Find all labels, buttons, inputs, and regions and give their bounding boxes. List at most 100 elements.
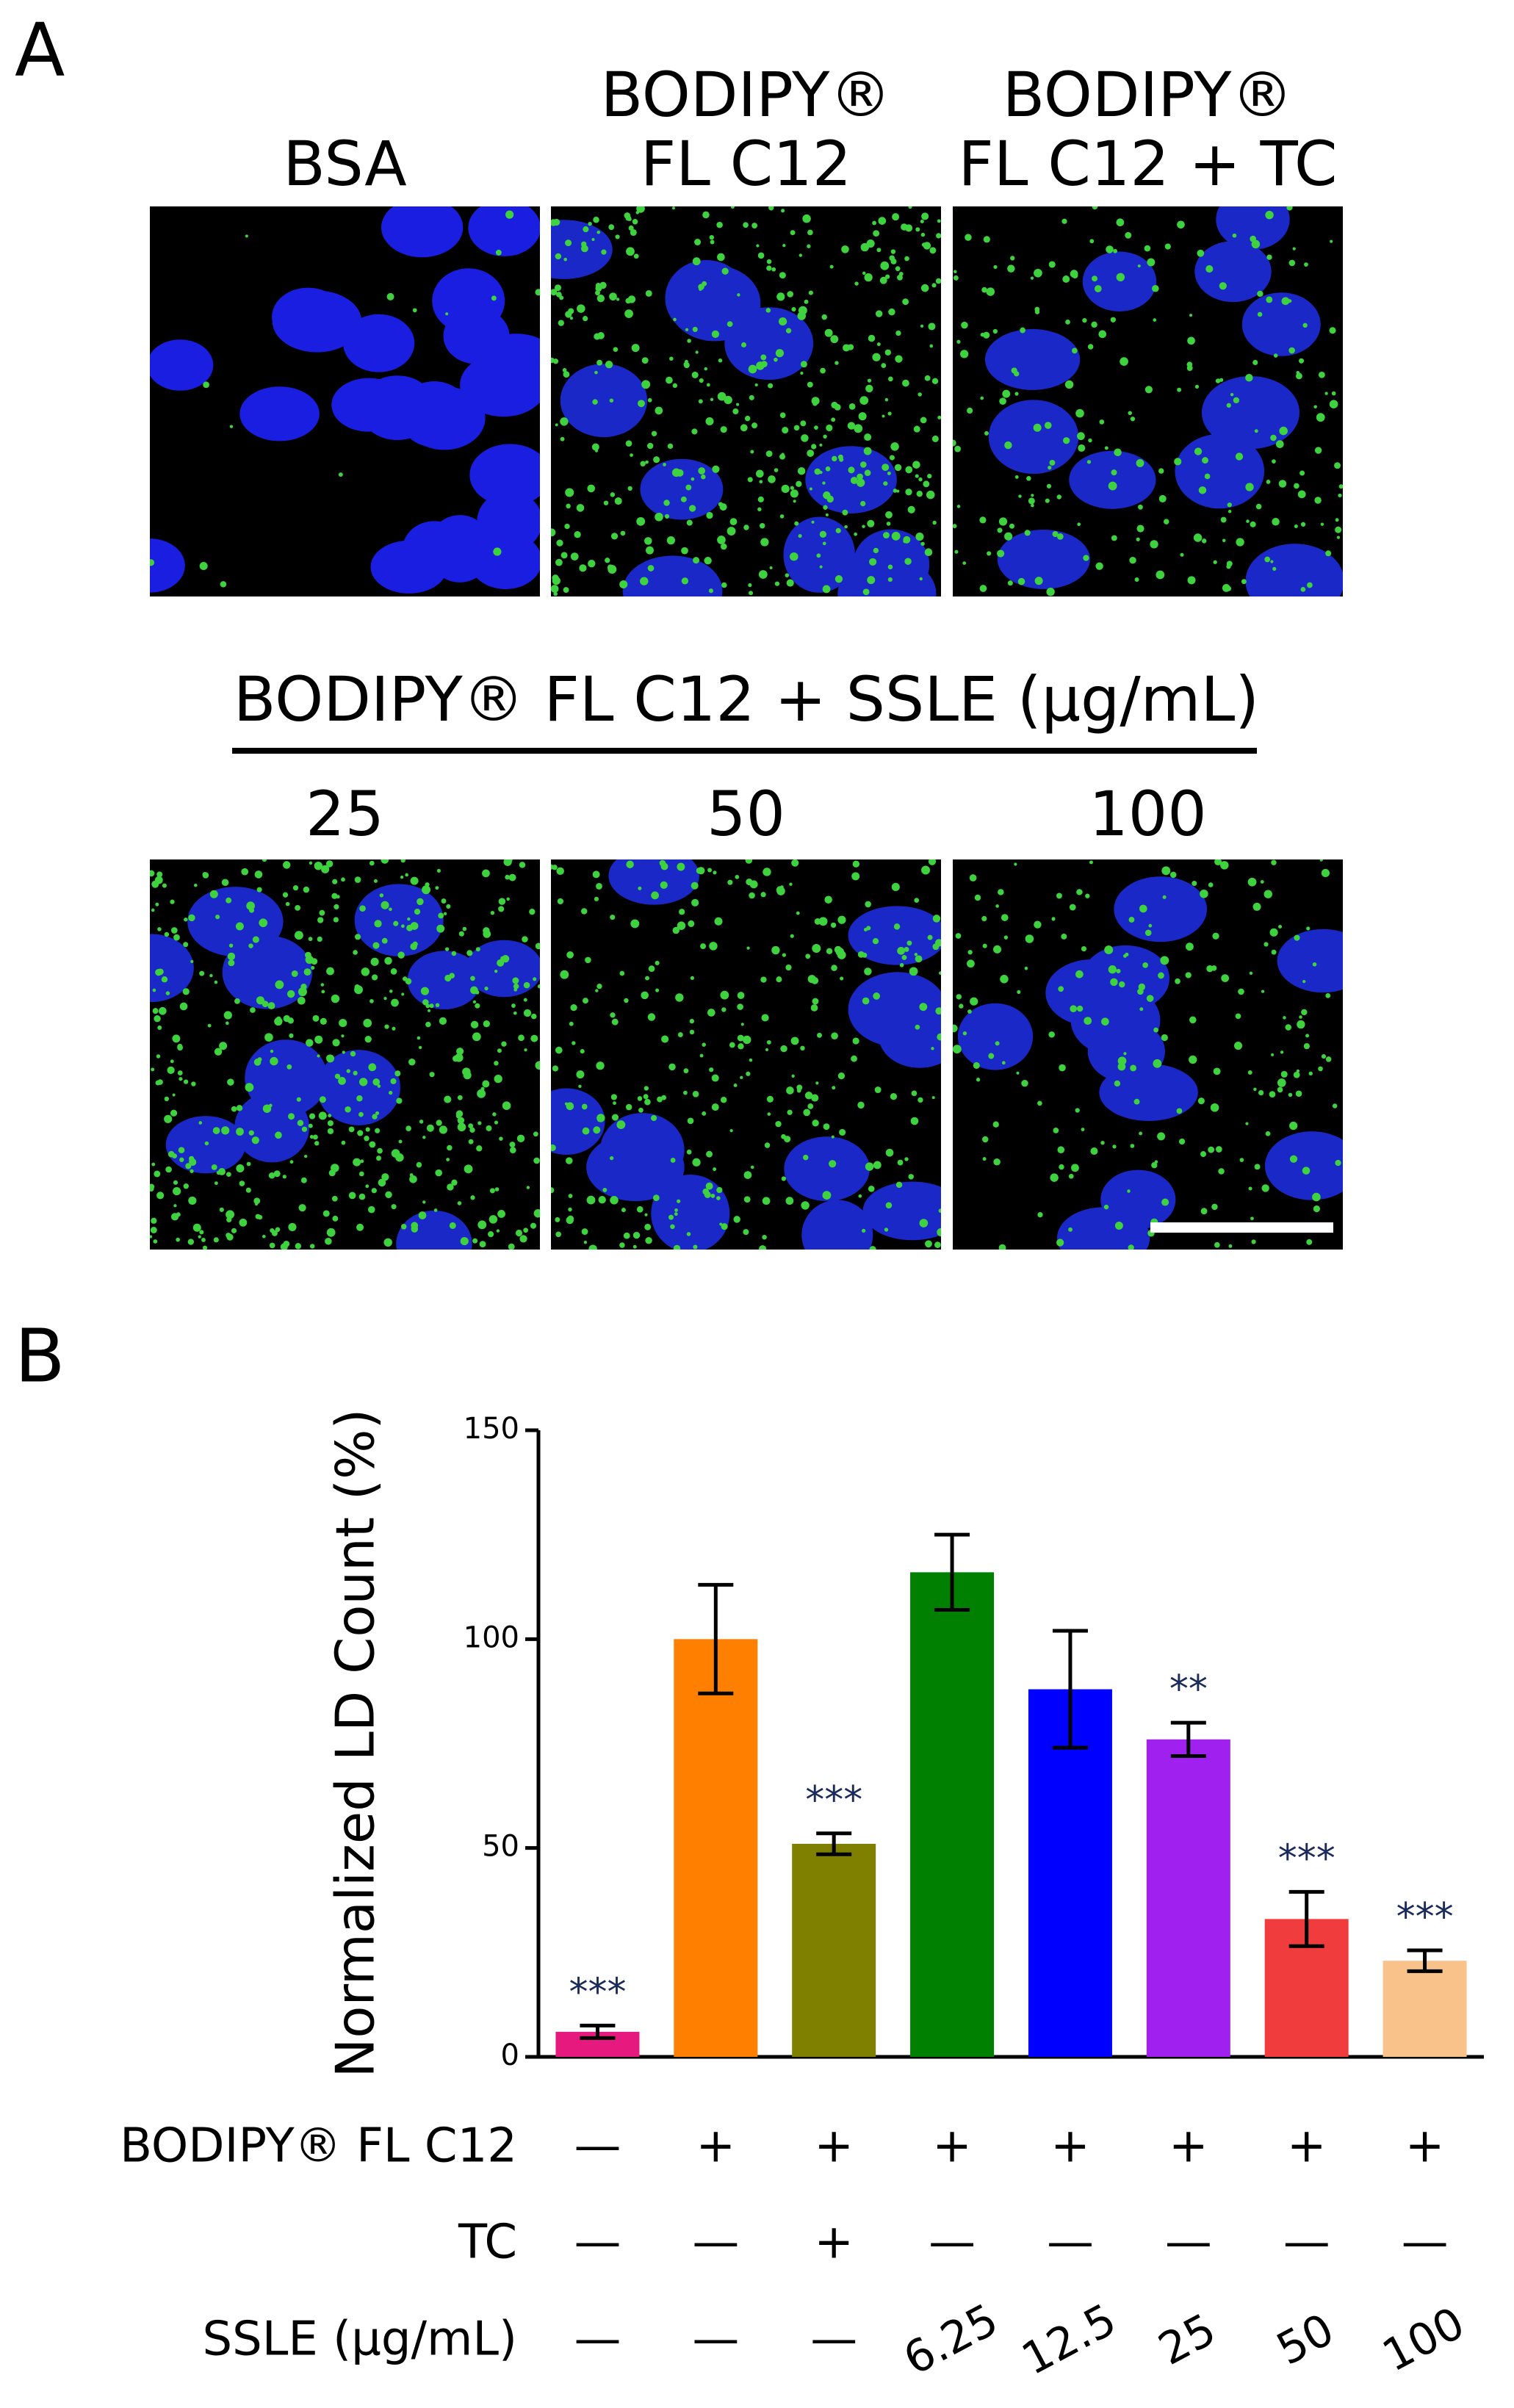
lipid-droplet [436, 1120, 442, 1126]
lipid-droplet [1312, 962, 1317, 967]
lipid-droplet [552, 218, 560, 226]
row-entry: — [810, 2313, 857, 2367]
lipid-droplet [822, 541, 826, 546]
lipid-droplet [674, 1208, 678, 1212]
lipid-droplet [774, 468, 779, 472]
lipid-droplet [1192, 880, 1197, 886]
lipid-droplet [655, 406, 663, 415]
lipid-droplet [1090, 1147, 1098, 1156]
lipid-droplet [234, 998, 240, 1004]
nucleus [1045, 959, 1139, 1027]
lipid-droplet [339, 1019, 347, 1028]
lipid-droplet [1154, 1160, 1158, 1164]
lipid-droplet [713, 1167, 717, 1172]
lipid-droplet [1221, 974, 1230, 982]
lipid-droplet [444, 947, 450, 951]
lipid-droplet [807, 1103, 814, 1109]
lipid-droplet [569, 317, 574, 320]
lipid-droplet [822, 585, 831, 594]
lipid-droplet [904, 947, 909, 952]
lipid-droplet [757, 507, 762, 512]
lipid-droplet [535, 1061, 540, 1070]
lipid-droplet [1211, 1203, 1218, 1211]
lipid-droplet [1138, 983, 1146, 991]
lipid-droplet [895, 266, 901, 272]
lipid-droplet [228, 959, 235, 967]
lipid-droplet [886, 522, 891, 526]
lipid-droplet [1034, 577, 1043, 585]
lipid-droplet [373, 879, 378, 883]
lipid-droplet [688, 505, 696, 512]
lipid-droplet [1312, 1192, 1321, 1202]
lipid-droplet [457, 1122, 466, 1132]
lipid-droplet [446, 1158, 450, 1161]
lipid-droplet [867, 378, 872, 383]
lipid-droplet [677, 1199, 681, 1203]
lipid-droplet [638, 1107, 644, 1113]
lipid-droplet [1087, 344, 1094, 350]
nucleus [848, 906, 941, 965]
row-entry: + [1169, 2119, 1208, 2174]
lipid-droplet [588, 221, 592, 226]
lipid-droplet [660, 862, 668, 870]
lipid-droplet [807, 244, 811, 248]
lipid-droplet [920, 417, 927, 424]
lipid-droplet [954, 549, 959, 554]
lipid-droplet [862, 952, 868, 958]
lipid-droplet [860, 500, 866, 507]
lipid-droplet [1106, 245, 1114, 253]
lipid-droplet [495, 249, 502, 256]
lipid-droplet [976, 1078, 981, 1082]
lipid-droplet [904, 1157, 909, 1161]
lipid-droplet [812, 401, 818, 406]
lipid-droplet [620, 530, 626, 536]
lipid-droplet [555, 1216, 560, 1222]
lipid-droplet [1163, 519, 1169, 525]
lipid-droplet [308, 937, 313, 942]
lipid-droplet [581, 1103, 588, 1110]
lipid-droplet [988, 1053, 995, 1059]
lipid-droplet [1174, 458, 1182, 466]
lipid-droplet [566, 1216, 574, 1225]
bar [1383, 1961, 1467, 2057]
lipid-droplet [1018, 494, 1022, 498]
row-entry: + [814, 2119, 854, 2174]
lipid-droplet [1056, 533, 1064, 540]
lipid-droplet [151, 1217, 157, 1224]
lipid-droplet [765, 1048, 769, 1052]
lipid-droplet [1189, 1016, 1197, 1024]
lipid-droplet [781, 1176, 787, 1181]
lipid-droplet [793, 500, 796, 503]
lipid-droplet [1044, 422, 1052, 429]
lipid-droplet [785, 1197, 794, 1205]
lipid-droplet [995, 904, 999, 908]
lipid-droplet [381, 1173, 389, 1181]
lipid-droplet [718, 502, 724, 507]
lipid-droplet [177, 1045, 184, 1051]
lipid-droplet [609, 292, 617, 301]
lipid-droplet [685, 328, 689, 331]
lipid-droplet [1208, 882, 1214, 887]
lipid-droplet [384, 1024, 389, 1029]
nucleus [1264, 1131, 1343, 1200]
lipid-droplet [1277, 1078, 1286, 1087]
lipid-droplet [782, 427, 789, 434]
lipid-droplet [239, 1218, 248, 1227]
lipid-droplet [702, 281, 707, 286]
nucleus [784, 1136, 870, 1202]
lipid-droplet [214, 980, 218, 984]
lipid-droplet [1024, 966, 1028, 970]
lipid-droplet [1101, 1017, 1109, 1026]
lipid-droplet [294, 931, 303, 940]
lipid-droplet [1084, 1017, 1092, 1025]
lipid-droplet [300, 1177, 307, 1183]
lipid-droplet [332, 879, 338, 884]
lipid-droplet [708, 588, 714, 594]
lipid-droplet [596, 984, 602, 989]
lipid-droplet [1194, 384, 1200, 389]
lipid-droplet [552, 358, 559, 364]
lipid-droplet [177, 1070, 183, 1076]
lipid-droplet [626, 860, 634, 868]
lipid-droplet [920, 541, 925, 547]
